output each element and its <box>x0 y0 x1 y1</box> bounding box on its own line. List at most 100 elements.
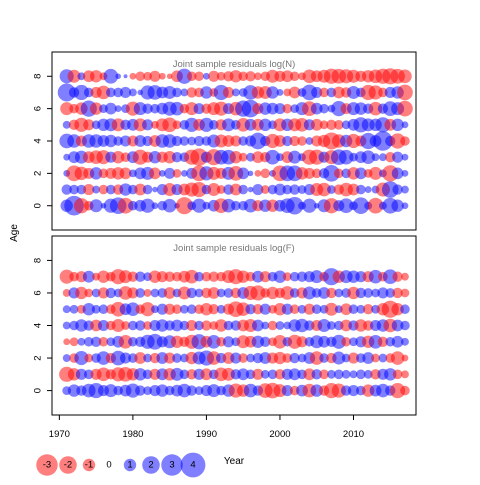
bubble-age3-year2002 <box>288 150 302 164</box>
bubble-age2-year1985 <box>164 167 176 179</box>
bubble-age1-year1977 <box>106 184 116 195</box>
bubble-age4-year1981 <box>134 135 147 147</box>
bubble-age8-year1989 <box>194 71 204 82</box>
bubble-age6-year1992 <box>216 288 226 298</box>
bubble-age7-year1998 <box>259 271 271 283</box>
bubble-age4-year1981 <box>135 320 146 331</box>
bubble-age1-year2004 <box>303 368 316 381</box>
bubble-age4-year1998 <box>261 321 270 330</box>
bubble-age6-year1983 <box>150 288 160 298</box>
bubble-age4-year1989 <box>194 320 204 331</box>
bubble-age1-year2001 <box>282 184 293 195</box>
bubble-age0-year1975 <box>89 199 103 213</box>
bubble-age3-year1993 <box>222 336 235 348</box>
bubble-age2-year2017 <box>401 354 409 362</box>
bubble-age2-year1982 <box>143 353 152 363</box>
bubble-age7-year1980 <box>128 88 137 97</box>
bubble-age6-year1971 <box>60 102 74 116</box>
bubble-age1-year1971 <box>61 184 72 195</box>
bubble-age1-year1999 <box>267 369 278 380</box>
bubble-age6-year2012 <box>363 288 374 298</box>
bubble-age1-year2010 <box>349 370 358 379</box>
bubble-age3-year1994 <box>229 150 243 164</box>
bubble-age1-year1982 <box>142 184 153 195</box>
bubble-age5-year2001 <box>281 303 293 315</box>
bubble-age1-year1976 <box>98 184 109 195</box>
bubble-age3-year1976 <box>98 336 109 347</box>
bubble-age7-year2000 <box>276 89 284 96</box>
bubble-age1-year2012 <box>363 369 373 379</box>
legend-label: 0 <box>106 460 111 471</box>
x-tick-label: 1990 <box>196 429 217 440</box>
bubble-age2-year2008 <box>332 351 346 365</box>
bubble-age7-year2017 <box>397 84 413 101</box>
bubble-age8-year1978 <box>115 73 121 80</box>
bubble-age1-year2006 <box>317 182 331 197</box>
bubble-age6-year1971 <box>62 289 71 297</box>
bubble-age2-year2010 <box>347 352 360 364</box>
bubble-age0-year2010 <box>347 385 360 397</box>
bubble-age5-year1986 <box>172 120 182 130</box>
bubble-age3-year2003 <box>296 336 308 348</box>
bubble-age8-year1975 <box>89 70 103 83</box>
bubble-age7-year1993 <box>222 86 235 98</box>
bubble-age1-year2002 <box>288 368 301 381</box>
bubble-age3-year1986 <box>171 151 183 163</box>
bubble-age6-year2005 <box>310 102 323 115</box>
bubble-age5-year2007 <box>326 119 337 131</box>
bubble-age6-year1975 <box>89 102 103 115</box>
bubble-age5-year1986 <box>172 304 182 315</box>
bubble-age2-year2001 <box>282 353 293 363</box>
bubble-age1-year1998 <box>260 185 270 194</box>
bubble-age2-year2004 <box>303 167 315 179</box>
bubble-age3-year1995 <box>238 152 248 162</box>
bubble-age6-year1977 <box>104 102 117 115</box>
bubble-age2-year2005 <box>309 351 324 365</box>
bubble-age5-year1998 <box>259 118 272 132</box>
bubble-age0-year1991 <box>207 384 221 398</box>
panel-title: Joint sample residuals log(N) <box>173 59 296 70</box>
bubble-age4-year2006 <box>317 318 331 333</box>
bubble-age7-year1999 <box>266 86 279 99</box>
bubble-age4-year1992 <box>214 319 228 332</box>
bubble-age0-year2011 <box>352 197 370 215</box>
bubble-age4-year1982 <box>143 321 152 330</box>
bubble-age7-year2017 <box>401 272 409 281</box>
bubble-age7-year2005 <box>310 270 324 284</box>
bubble-age2-year2012 <box>362 352 375 364</box>
bubble-age5-year2006 <box>319 120 329 130</box>
bubble-age0-year1988 <box>186 385 197 396</box>
bubble-age7-year1991 <box>208 271 219 282</box>
bubble-age2-year2000 <box>273 351 287 365</box>
bubble-age4-year1986 <box>171 135 183 147</box>
bubble-age7-year1988 <box>184 269 199 284</box>
bubble-age2-year1981 <box>134 352 147 364</box>
bubble-age1-year2016 <box>392 369 403 380</box>
bubble-age0-year1982 <box>140 198 155 213</box>
bubble-age2-year2016 <box>391 167 404 180</box>
bubble-age2-year2014 <box>378 353 388 363</box>
legend-bubble <box>180 452 206 478</box>
bubble-age7-year1985 <box>163 85 177 99</box>
bubble-age7-year1973 <box>73 84 90 101</box>
bubble-age8-year1979 <box>123 74 128 79</box>
bubble-age7-year2002 <box>288 86 301 99</box>
bubble-age7-year1995 <box>236 270 250 283</box>
bubble-age3-year1991 <box>206 334 221 349</box>
bubble-age6-year1980 <box>127 287 139 299</box>
legend-label: 3 <box>169 460 174 471</box>
bubble-age6-year2013 <box>371 288 380 298</box>
y-tick-label: 6 <box>33 106 44 111</box>
y-tick-label: 4 <box>33 323 44 328</box>
y-tick-label: 6 <box>33 290 44 295</box>
bubble-age0-year2008 <box>331 383 346 398</box>
bubble-age7-year2006 <box>319 87 329 98</box>
bubble-age3-year1980 <box>128 336 138 347</box>
bubble-age3-year1975 <box>90 336 102 347</box>
bubble-age1-year1991 <box>207 183 221 197</box>
bubble-age2-year1996 <box>246 353 255 363</box>
bubble-age3-year2014 <box>377 336 389 347</box>
bubble-age5-year1983 <box>151 305 159 314</box>
bubble-age1-year2003 <box>297 185 307 194</box>
bubble-age6-year1974 <box>84 288 94 298</box>
